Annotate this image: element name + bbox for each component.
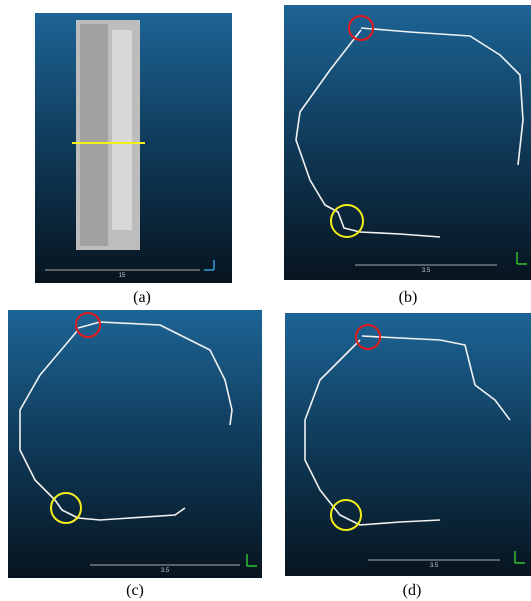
tower-shade bbox=[80, 24, 108, 246]
panel-a: 15 (a) bbox=[35, 13, 232, 306]
panel-background bbox=[8, 310, 262, 578]
tower-face bbox=[112, 30, 132, 230]
caption: (b) bbox=[399, 289, 418, 306]
panel-background bbox=[285, 313, 531, 576]
panel-background bbox=[284, 5, 531, 280]
caption: (c) bbox=[126, 582, 144, 599]
figure: 15 (a) 3.5 (b) 3.5 (c) 3.5 (d) bbox=[0, 0, 531, 601]
panel-d: 3.5 (d) bbox=[285, 313, 531, 599]
caption: (a) bbox=[133, 289, 151, 306]
scale-label: 15 bbox=[119, 273, 126, 279]
scale-label: 3.5 bbox=[430, 563, 439, 569]
scale-label: 3.5 bbox=[161, 568, 170, 574]
caption: (d) bbox=[403, 582, 422, 599]
panel-b: 3.5 (b) bbox=[284, 5, 531, 306]
scale-label: 3.5 bbox=[422, 268, 431, 274]
panel-c: 3.5 (c) bbox=[8, 310, 262, 599]
